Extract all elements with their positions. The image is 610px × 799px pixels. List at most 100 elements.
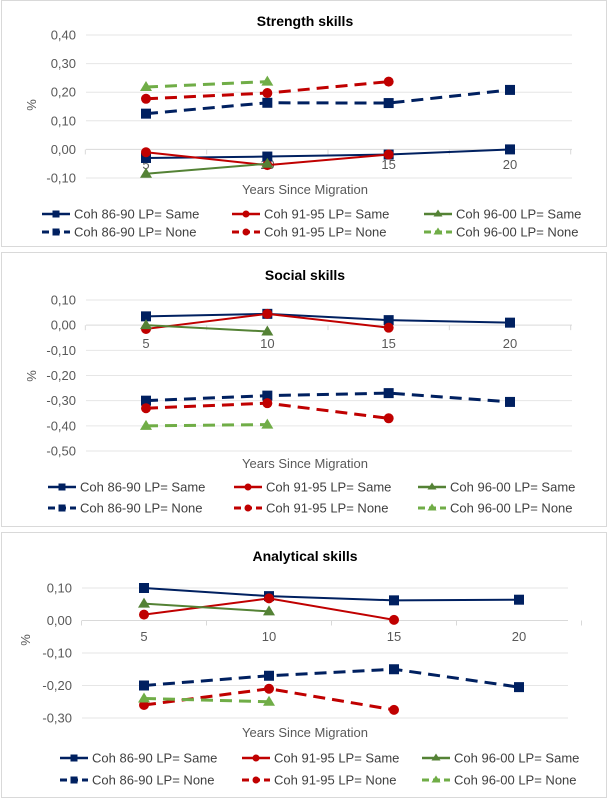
circle-marker: [252, 776, 260, 784]
legend-item: Coh 86-90 LP= None: [60, 773, 215, 788]
y-tick-label: 0,00: [51, 142, 76, 157]
legend-item: Coh 91-95 LP= Same: [242, 751, 399, 766]
triangle-marker: [261, 418, 274, 429]
legend-item: Coh 91-95 LP= Same: [232, 207, 389, 222]
x-tick-label: 15: [387, 629, 401, 644]
series-coh-86-90-lp-none: [141, 388, 515, 407]
circle-marker: [383, 149, 394, 160]
analytical-skills-chart: Analytical skills Years Since Migration …: [18, 548, 582, 788]
y-axis-title: %: [24, 99, 39, 111]
social-skills-chart-panel: Social skills Years Since Migration % 0,…: [1, 252, 607, 527]
legend-label: Coh 96-00 LP= Same: [450, 480, 575, 495]
square-marker: [514, 682, 524, 693]
square-marker: [262, 151, 273, 162]
legend-label: Coh 91-95 LP= Same: [266, 480, 391, 495]
square-marker: [383, 388, 394, 399]
circle-marker: [141, 403, 151, 414]
series-line: [143, 602, 270, 613]
legend-label: Coh 86-90 LP= Same: [74, 207, 199, 222]
y-tick-label: -0,40: [46, 418, 76, 433]
square-marker: [383, 98, 394, 109]
chart-title: Strength skills: [257, 13, 354, 29]
series-coh-96-00-lp-none: [140, 418, 274, 430]
triangle-marker: [431, 775, 441, 783]
legend-label: Coh 86-90 LP= Same: [92, 751, 217, 766]
circle-marker: [262, 308, 273, 319]
legend-item: Coh 86-90 LP= None: [48, 501, 203, 516]
chart-title: Social skills: [265, 267, 345, 283]
series-line: [143, 587, 520, 602]
triangle-marker: [138, 597, 150, 608]
legend-label: Coh 96-00 LP= Same: [456, 207, 581, 222]
circle-marker: [141, 147, 151, 158]
circle-marker: [244, 483, 252, 491]
series-coh-96-00-lp-same: [138, 597, 275, 616]
triangle-marker: [431, 753, 441, 761]
x-tick-label: 15: [381, 157, 395, 172]
circle-marker: [252, 754, 260, 762]
square-marker: [141, 311, 151, 322]
square-marker: [139, 583, 149, 593]
x-tick-label: 5: [142, 336, 149, 351]
circle-marker: [383, 76, 394, 87]
x-tick-label: 20: [503, 157, 517, 172]
square-marker: [139, 680, 149, 691]
legend-item: Coh 96-00 LP= Same: [424, 207, 581, 222]
legend-label: Coh 86-90 LP= None: [74, 225, 197, 240]
x-tick-label: 5: [140, 629, 147, 644]
series-coh-96-00-lp-same: [140, 319, 274, 336]
square-marker: [141, 108, 151, 119]
square-marker: [52, 228, 60, 236]
y-tick-label: 0,10: [51, 113, 76, 128]
y-tick-label: 0,10: [47, 581, 72, 596]
legend-item: Coh 86-90 LP= None: [42, 225, 197, 240]
social-skills-chart: Social skills Years Since Migration % 0,…: [24, 267, 575, 516]
series-coh-91-95-lp-same: [139, 593, 399, 625]
circle-marker: [141, 93, 151, 104]
square-marker: [383, 315, 394, 326]
legend-label: Coh 86-90 LP= None: [92, 773, 215, 788]
analytical-skills-chart-panel: Analytical skills Years Since Migration …: [1, 532, 607, 798]
circle-marker: [139, 609, 149, 620]
square-marker: [262, 97, 273, 108]
legend-label: Coh 91-95 LP= Same: [264, 207, 389, 222]
legend-item: Coh 86-90 LP= Same: [42, 207, 199, 222]
triangle-marker: [261, 157, 274, 168]
y-tick-label: -0,50: [46, 444, 76, 459]
triangle-marker: [140, 167, 152, 178]
square-marker: [505, 317, 515, 328]
legend-label: Coh 96-00 LP= None: [456, 225, 579, 240]
triangle-marker: [433, 209, 443, 217]
series-line: [145, 391, 511, 404]
triangle-marker: [261, 325, 274, 336]
y-tick-label: -0,30: [42, 711, 72, 726]
circle-marker: [244, 504, 252, 512]
legend-item: Coh 96-00 LP= None: [418, 501, 573, 516]
series-coh-91-95-lp-none: [141, 398, 394, 424]
x-tick-label: 20: [503, 336, 517, 351]
legend-label: Coh 86-90 LP= Same: [80, 480, 205, 495]
series-line: [143, 697, 270, 704]
series-coh-96-00-lp-same: [140, 157, 274, 178]
legend-label: Coh 96-00 LP= Same: [454, 751, 579, 766]
legend-label: Coh 91-95 LP= Same: [274, 751, 399, 766]
legend-item: Coh 96-00 LP= None: [424, 225, 579, 240]
series-line: [145, 423, 268, 428]
triangle-marker: [138, 692, 150, 703]
x-tick-label: 10: [262, 629, 276, 644]
circle-marker: [389, 614, 399, 625]
x-axis-title: Years Since Migration: [242, 725, 368, 740]
series-coh-86-90-lp-none: [139, 664, 524, 693]
legend-label: Coh 96-00 LP= None: [454, 773, 577, 788]
legend-label: Coh 96-00 LP= None: [450, 501, 573, 516]
square-marker: [514, 594, 524, 605]
square-marker: [264, 670, 274, 681]
legend-item: Coh 96-00 LP= Same: [422, 751, 579, 766]
triangle-marker: [261, 75, 274, 86]
series-line: [145, 148, 511, 159]
y-tick-label: -0,20: [42, 678, 72, 693]
triangle-marker: [140, 419, 152, 430]
series-coh-91-95-lp-none: [141, 76, 394, 104]
square-marker: [389, 664, 399, 675]
square-marker: [505, 396, 515, 407]
